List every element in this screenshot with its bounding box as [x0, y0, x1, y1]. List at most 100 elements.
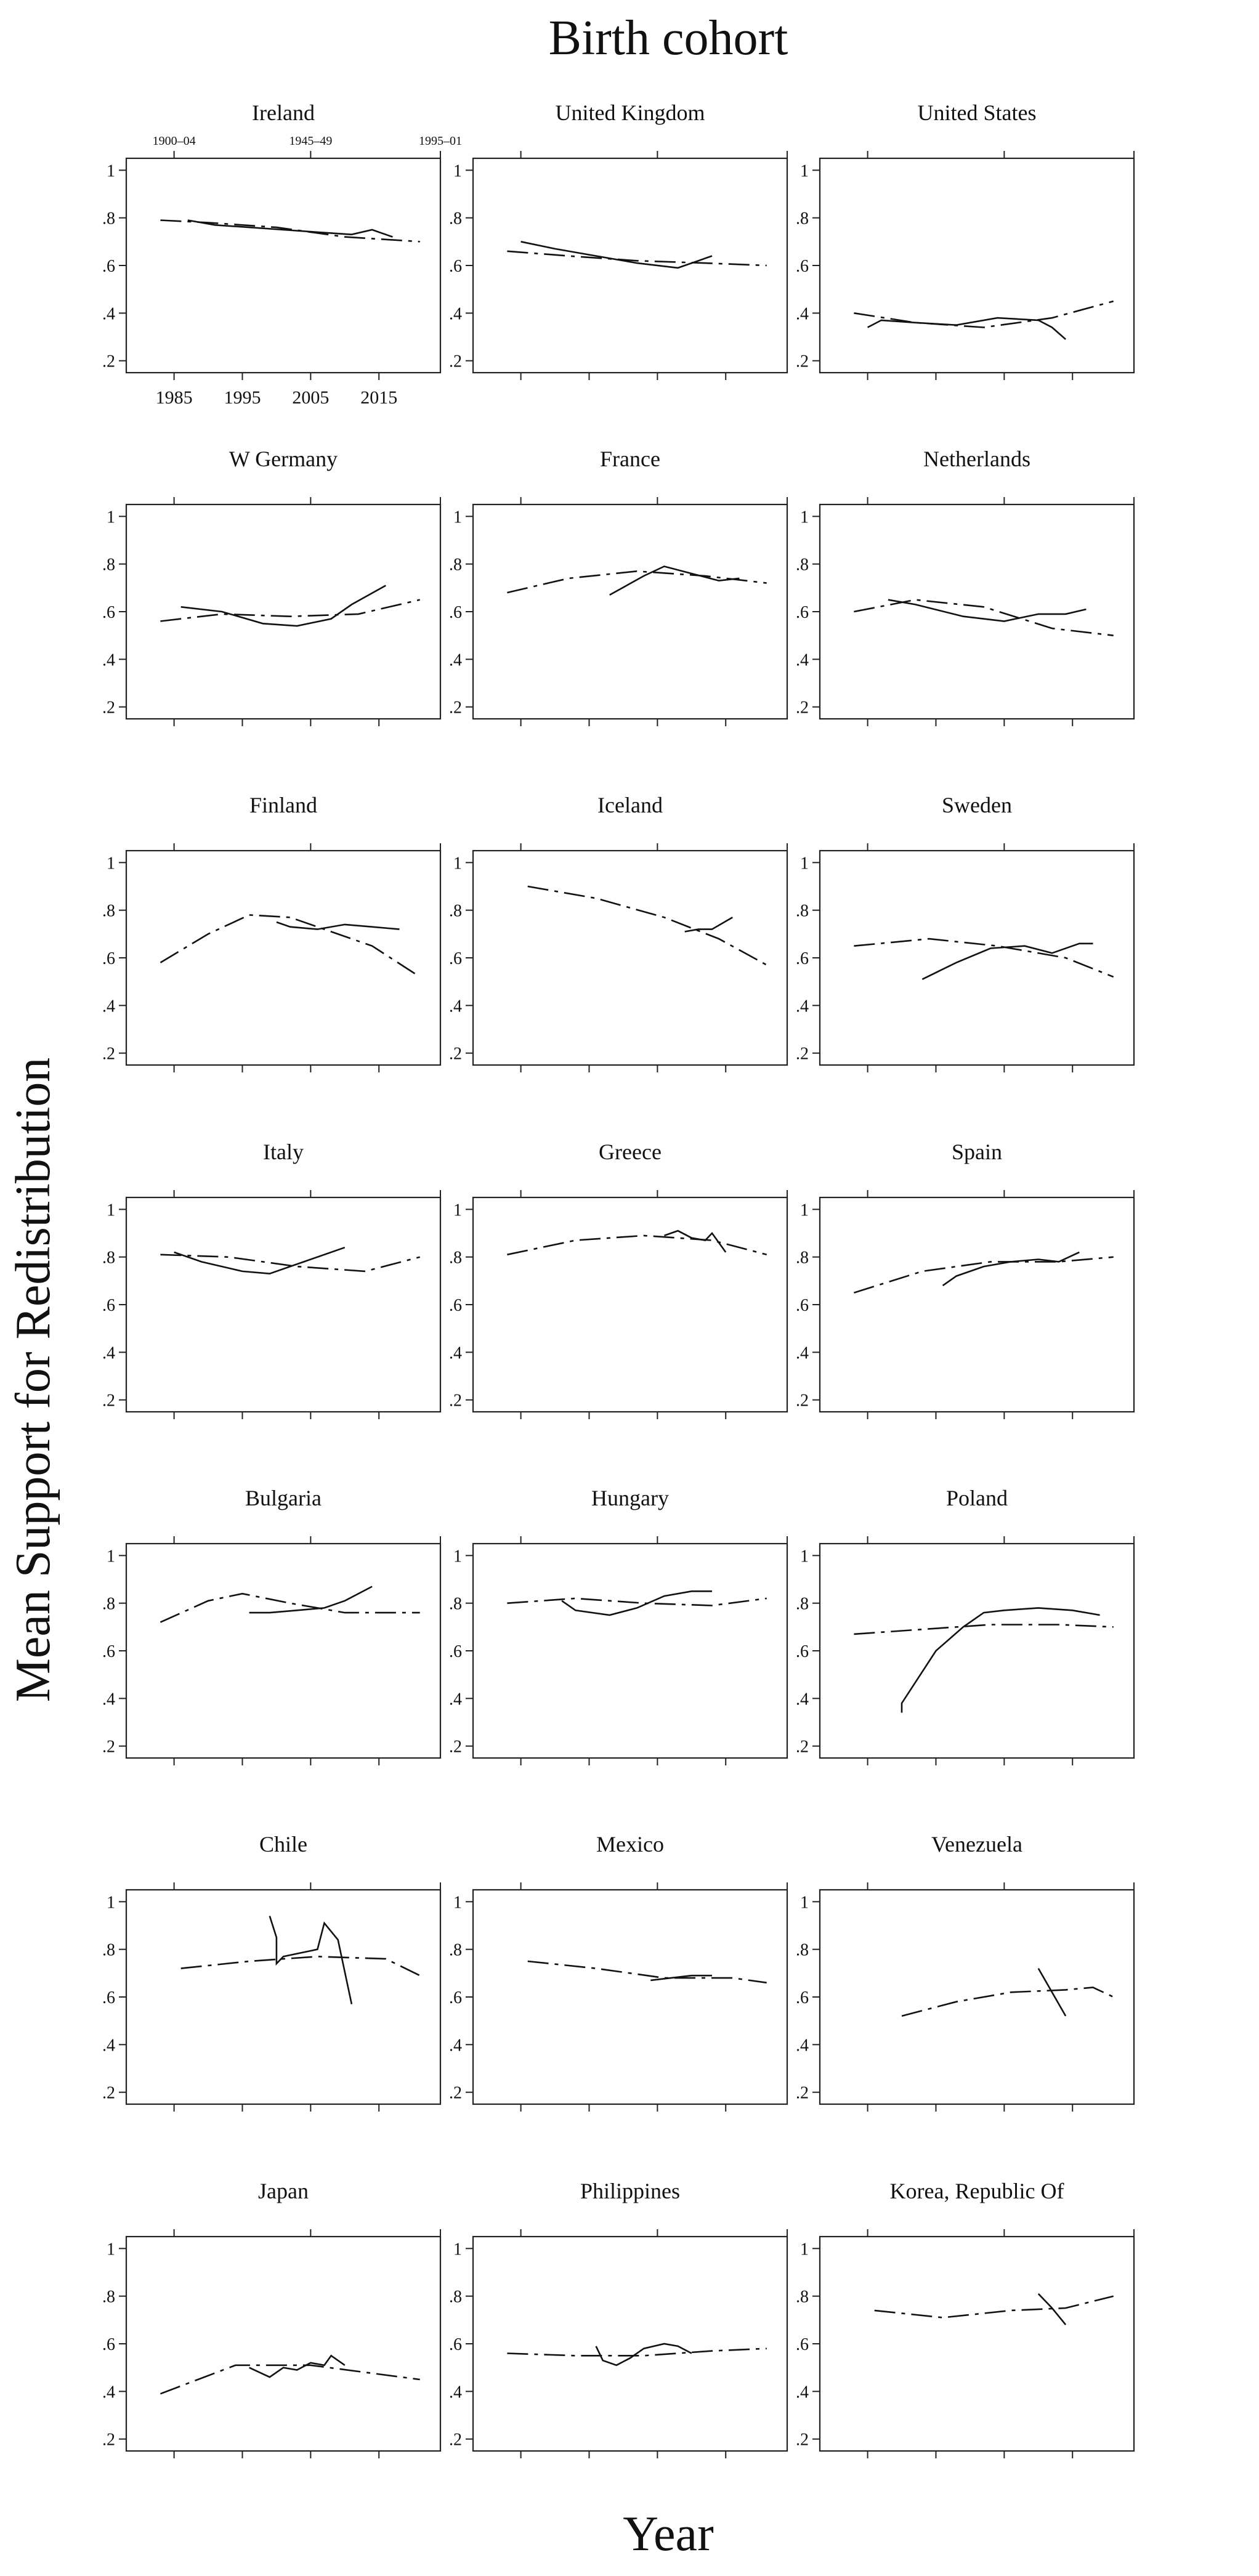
- panel-title: Greece: [599, 1140, 662, 1164]
- cohort-series-line: [160, 1592, 420, 1623]
- panel-title: Bulgaria: [245, 1486, 322, 1510]
- panel: Netherlands .2 .4 .6 .8 1: [796, 447, 1135, 726]
- figure-x-axis-title: Year: [623, 2507, 713, 2561]
- y-tick-label: .2: [796, 352, 809, 371]
- year-series-line: [650, 1974, 712, 1982]
- panel: France .2 .4 .6 .8 1: [449, 447, 788, 726]
- y-tick-label: .8: [796, 556, 809, 575]
- x-tick-label: 2005: [292, 387, 329, 408]
- cohort-series-line: [160, 599, 420, 622]
- cohort-tick-label: 1945–49: [289, 134, 332, 148]
- year-series-line: [520, 241, 713, 269]
- y-tick-label: .6: [449, 603, 462, 622]
- y-tick-label: .4: [449, 650, 462, 670]
- y-tick-label: .4: [449, 2383, 462, 2402]
- y-tick-label: .2: [796, 699, 809, 718]
- year-series-line: [901, 1607, 1100, 1713]
- panel: Mexico .2 .4 .6 .8 1: [449, 1832, 788, 2112]
- y-tick-label: 1: [453, 161, 462, 180]
- y-tick-label: 1: [800, 2240, 809, 2259]
- y-tick-label: .8: [796, 209, 809, 229]
- y-tick-label: .2: [796, 1391, 809, 1411]
- panel-title: France: [600, 447, 660, 471]
- y-tick-label: .2: [796, 2431, 809, 2450]
- panel-title: Spain: [952, 1140, 1002, 1164]
- panel-frame: [819, 1542, 1135, 1759]
- y-tick-label: .4: [449, 304, 462, 323]
- year-series-line: [595, 2343, 692, 2367]
- cohort-series-line: [901, 1987, 1114, 2017]
- figure-top-title: Birth cohort: [549, 11, 788, 65]
- y-tick-label: .2: [449, 1391, 462, 1411]
- panel-frame: [472, 157, 788, 374]
- y-tick-label: .6: [102, 1988, 115, 2007]
- panel-title: Ireland: [252, 100, 315, 125]
- panel-title: United Kingdom: [556, 100, 705, 125]
- y-tick-label: 1: [107, 161, 115, 180]
- y-tick-label: .4: [796, 1343, 809, 1363]
- y-tick-label: .4: [449, 997, 462, 1016]
- y-tick-label: .4: [796, 304, 809, 323]
- y-tick-label: .8: [796, 2288, 809, 2307]
- year-series-line: [921, 942, 1093, 980]
- panel-frame: [472, 1889, 788, 2105]
- y-tick-label: .4: [796, 997, 809, 1016]
- panel-title: Netherlands: [923, 447, 1030, 471]
- cohort-series-line: [854, 1256, 1114, 1294]
- y-tick-label: .4: [102, 2036, 115, 2055]
- year-series-line: [663, 1229, 727, 1253]
- y-tick-label: .2: [102, 699, 115, 718]
- panel-frame: [125, 2235, 442, 2452]
- panel-frame: [472, 1542, 788, 1759]
- y-tick-label: .4: [796, 2383, 809, 2402]
- panel-frame: [819, 1196, 1135, 1413]
- y-tick-label: 1: [453, 1547, 462, 1566]
- y-tick-label: .8: [102, 556, 115, 575]
- y-tick-label: .2: [449, 699, 462, 718]
- y-tick-label: 1: [107, 1201, 115, 1220]
- panel-frame: [125, 1889, 442, 2105]
- y-tick-label: .4: [449, 1690, 462, 1709]
- cohort-tick-label: 1900–04: [153, 134, 196, 148]
- y-tick-label: .4: [102, 997, 115, 1016]
- y-tick-label: .8: [449, 2288, 462, 2307]
- panel-grid: Ireland .2 .4 .6 .8 1 1985 1995 2005 2015 1900–04 1…: [102, 100, 1135, 2458]
- panel-title: United States: [918, 100, 1037, 125]
- panel: Venezuela .2 .4 .6 .8 1: [796, 1832, 1135, 2112]
- y-tick-label: .8: [449, 556, 462, 575]
- panel: Greece .2 .4 .6 .8 1: [449, 1140, 788, 1419]
- panel-title: Mexico: [596, 1832, 664, 1857]
- y-tick-label: .2: [102, 1738, 115, 1757]
- y-tick-label: 1: [107, 854, 115, 873]
- y-tick-label: .2: [102, 1391, 115, 1411]
- y-tick-label: .6: [102, 257, 115, 276]
- cohort-series-line: [854, 1624, 1114, 1635]
- x-tick-label: 2015: [360, 387, 397, 408]
- panel-frame: [472, 2235, 788, 2452]
- x-tick-label: 1995: [224, 387, 261, 408]
- panel: United States .2 .4 .6 .8 1: [796, 100, 1135, 380]
- year-series-line: [249, 1586, 373, 1614]
- panel-frame: [125, 503, 442, 720]
- y-tick-label: 1: [800, 1547, 809, 1566]
- y-tick-label: .4: [102, 1690, 115, 1709]
- panel: Sweden .2 .4 .6 .8 1: [796, 793, 1135, 1072]
- panel-frame: [472, 849, 788, 1066]
- y-tick-label: 1: [453, 1893, 462, 1912]
- panel-title: Chile: [259, 1832, 307, 1857]
- panel-title: Poland: [946, 1486, 1008, 1510]
- y-tick-label: .6: [449, 949, 462, 968]
- cohort-series-line: [874, 2295, 1114, 2319]
- y-tick-label: 1: [453, 1201, 462, 1220]
- y-tick-label: .8: [449, 1595, 462, 1614]
- panel: Korea, Republic Of .2 .4 .6 .8 1: [796, 2179, 1135, 2458]
- y-tick-label: .8: [449, 209, 462, 229]
- y-tick-label: 1: [800, 508, 809, 527]
- year-series-line: [249, 2354, 346, 2378]
- y-tick-label: .2: [102, 2431, 115, 2450]
- year-series-line: [269, 1916, 353, 2004]
- y-tick-label: .6: [796, 1988, 809, 2007]
- panel: Finland .2 .4 .6 .8 1: [102, 793, 442, 1072]
- y-tick-label: .4: [102, 650, 115, 670]
- y-tick-label: .6: [449, 257, 462, 276]
